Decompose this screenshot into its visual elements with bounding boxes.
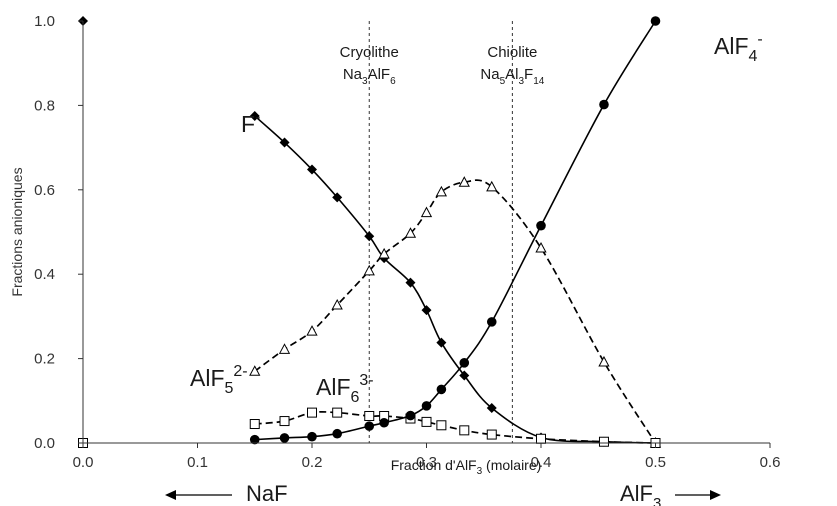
series-line-0 xyxy=(254,115,656,444)
vline-label-1: Chiolite xyxy=(487,44,537,61)
point-square-2-5 xyxy=(364,410,375,421)
point-circle-3-12 xyxy=(599,99,609,110)
point-triangle-1-0 xyxy=(249,365,261,376)
y-tick-label-2: 0.4 xyxy=(34,266,55,283)
series-label-0: F- xyxy=(241,109,260,137)
point-circle-3-10 xyxy=(486,317,497,327)
point-square-2-4 xyxy=(332,407,343,418)
arrow-label-left: NaF xyxy=(246,481,288,506)
series-label-1: AlF52- xyxy=(190,363,248,397)
point-circle-3-8 xyxy=(436,384,447,395)
y-tick-label-4: 0.8 xyxy=(34,97,55,114)
vline-formula-1: Na5Al3F14 xyxy=(480,66,544,87)
point-diamond-0-2 xyxy=(279,137,290,148)
point-triangle-1-10 xyxy=(486,180,498,192)
point-triangle-1-4 xyxy=(363,264,375,276)
point-circle-3-0 xyxy=(249,434,260,445)
point-diamond-0-10 xyxy=(459,370,470,381)
point-square-2-10 xyxy=(459,425,470,436)
point-triangle-1-8 xyxy=(435,185,448,197)
axes-layer: 0.0 0.1 0.2 0.3 0.4 0.5 0.6 0.0 0.2 0.4 0.6 0.8 1.0 F… xyxy=(9,13,780,477)
point-triangle-1-12 xyxy=(598,355,610,367)
point-circle-3-11 xyxy=(536,220,546,231)
point-diamond-0-4 xyxy=(332,192,343,203)
point-triangle-1-3 xyxy=(331,298,343,310)
point-triangle-1-6 xyxy=(404,227,417,238)
annotations-layer: Cryolithe Na3AlF6 Chiolite Na5Al3F14 F- AlF52… xyxy=(165,31,763,506)
arrow-left-head xyxy=(165,490,176,500)
point-circle-3-6 xyxy=(405,410,416,421)
point-circle-3-4 xyxy=(364,421,375,431)
point-diamond-0-9 xyxy=(436,337,447,348)
x-tick-label-5: 0.5 xyxy=(645,454,666,471)
point-triangle-1-2 xyxy=(306,325,318,336)
point-triangle-1-7 xyxy=(420,206,433,218)
x-axis-title: Fraction d'AlF3 (molaire) xyxy=(391,457,542,477)
point-circle-3-3 xyxy=(332,428,342,439)
x-tick-label-6: 0.6 xyxy=(760,454,781,471)
x-tick-label-1: 0.1 xyxy=(187,454,208,471)
point-square-2-12 xyxy=(536,433,546,444)
y-axis-title: Fractions anioniques xyxy=(9,167,25,296)
point-square-2-1 xyxy=(249,419,260,430)
x-tick-label-4: 0.4 xyxy=(531,454,552,471)
series-label-3: AlF4- xyxy=(714,31,763,65)
point-square-2-9 xyxy=(436,420,447,431)
point-triangle-1-11 xyxy=(535,241,547,253)
point-diamond-0-7 xyxy=(405,277,416,288)
point-circle-3-1 xyxy=(279,433,290,443)
point-square-2-11 xyxy=(486,429,497,440)
point-diamond-0-3 xyxy=(307,164,317,175)
point-triangle-1-9 xyxy=(458,176,470,187)
vline-label-0: Cryolithe xyxy=(340,44,399,61)
series-line-3 xyxy=(254,20,657,441)
y-tick-label-3: 0.6 xyxy=(34,182,55,199)
y-tick-label-5: 1.0 xyxy=(34,13,55,30)
series-line-1 xyxy=(254,179,657,444)
y-tick-label-0: 0.0 xyxy=(34,435,55,452)
point-diamond-0-11 xyxy=(486,402,497,413)
arrow-right-head xyxy=(710,490,721,500)
series-label-2: AlF63- xyxy=(316,372,374,406)
point-triangle-1-5 xyxy=(378,247,390,259)
point-circle-3-2 xyxy=(307,431,317,442)
point-square-2-13 xyxy=(598,436,609,447)
point-diamond-0-1 xyxy=(249,110,260,121)
point-triangle-1-1 xyxy=(278,343,291,354)
arrow-label-right: AlF3 xyxy=(620,481,661,506)
y-tick-label-1: 0.2 xyxy=(34,351,55,368)
point-circle-3-13 xyxy=(650,16,661,26)
point-square-2-2 xyxy=(279,416,290,427)
point-square-2-3 xyxy=(307,407,317,418)
point-diamond-0-8 xyxy=(421,305,432,316)
x-tick-label-3: 0.3 xyxy=(416,454,437,471)
point-circle-3-9 xyxy=(459,358,470,368)
point-circle-3-7 xyxy=(421,401,432,411)
series-layer xyxy=(78,16,662,448)
point-circle-3-5 xyxy=(379,417,389,428)
vline-formula-0: Na3AlF6 xyxy=(343,66,396,87)
x-tick-label-2: 0.2 xyxy=(302,454,323,471)
point-square-2-8 xyxy=(421,416,432,427)
x-tick-label-0: 0.0 xyxy=(73,454,94,471)
point-diamond-0-5 xyxy=(364,231,375,242)
